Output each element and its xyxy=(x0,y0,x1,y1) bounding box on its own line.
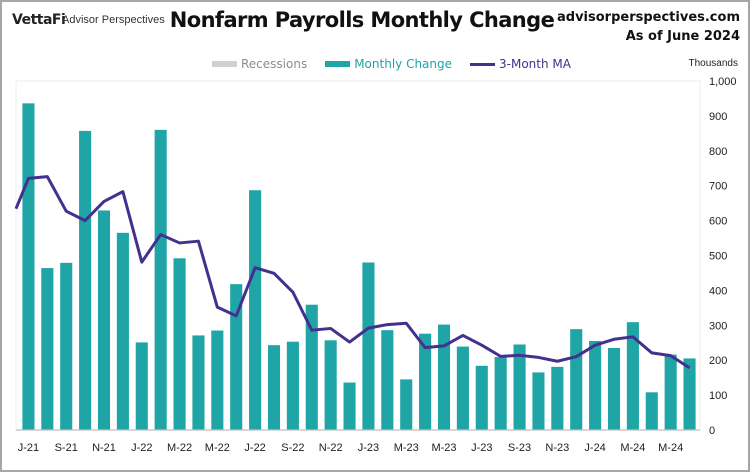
y-tick-label: 0 xyxy=(709,425,715,437)
bar-Oct-23 xyxy=(532,372,545,430)
source-info: advisorperspectives.com As of June 2024 xyxy=(557,8,740,46)
bar-Dec-23 xyxy=(570,329,583,430)
bar-Oct-21 xyxy=(79,130,92,430)
bar-Mar-23 xyxy=(400,379,413,430)
y-tick-label: 900 xyxy=(709,111,727,123)
bar-Oct-22 xyxy=(305,304,318,430)
legend-label-recessions: Recessions xyxy=(241,57,308,71)
x-tick-label: J-23 xyxy=(358,442,379,454)
bar-Aug-21 xyxy=(41,268,54,430)
x-tick-label: M-24 xyxy=(620,442,645,454)
bar-Nov-21 xyxy=(97,210,111,430)
bar-Mar-22 xyxy=(173,258,186,430)
x-tick-label: M-24 xyxy=(658,442,683,454)
x-tick-label: N-21 xyxy=(92,442,116,454)
bar-Feb-24 xyxy=(607,347,621,430)
bar-Apr-24 xyxy=(645,392,658,430)
vettafi-logo: VettaFi xyxy=(12,12,66,28)
bar-Jul-23 xyxy=(475,365,488,430)
bar-Jun-23 xyxy=(456,346,469,430)
legend-item-recessions[interactable]: Recessions xyxy=(212,57,307,71)
bar-Jan-24 xyxy=(589,341,602,430)
bar-Jul-22 xyxy=(249,190,262,430)
bar-Nov-22 xyxy=(324,340,337,430)
bar-Aug-23 xyxy=(494,357,507,430)
bar-Sep-23 xyxy=(513,344,526,430)
x-tick-label: M-22 xyxy=(205,442,230,454)
x-tick-label: J-24 xyxy=(584,442,605,454)
bar-Sep-21 xyxy=(60,262,73,430)
x-tick-label: J-22 xyxy=(131,442,152,454)
y-tick-label: 400 xyxy=(709,285,727,297)
bar-Jan-23 xyxy=(362,262,375,430)
y-tick-label: 300 xyxy=(709,320,727,332)
x-tick-label: J-22 xyxy=(244,442,265,454)
bar-Dec-21 xyxy=(116,232,129,430)
bar-Feb-22 xyxy=(154,129,167,431)
y-tick-label: 700 xyxy=(709,181,727,193)
bar-May-23 xyxy=(437,324,451,430)
as-of-date: As of June 2024 xyxy=(625,29,740,44)
bar-Aug-22 xyxy=(267,345,281,430)
bar-Apr-23 xyxy=(419,333,432,430)
units-label: Thousands xyxy=(688,58,738,69)
x-tick-label: M-23 xyxy=(431,442,456,454)
legend-item-monthly-change[interactable]: Monthly Change xyxy=(325,57,452,71)
bar-Mar-24 xyxy=(626,322,639,430)
bar-Feb-23 xyxy=(381,330,394,430)
x-axis-ticks: J-21 S-21 N-21 J-22 M-22 M-22 J-22 S-22 N-22 J-23… xyxy=(18,442,683,454)
y-axis-ticks: 0 100 200 300 400 500 600 700 800 900 1,000 xyxy=(709,76,737,437)
bar-May-24 xyxy=(664,354,677,430)
bar-Apr-22 xyxy=(192,335,205,430)
bar-Jun-24 xyxy=(683,358,696,430)
recessions-swatch xyxy=(212,61,237,67)
bar-Nov-23 xyxy=(551,366,564,430)
y-tick-label: 200 xyxy=(709,355,727,367)
bars-group xyxy=(22,103,696,431)
chart-title: Nonfarm Payrolls Monthly Change xyxy=(169,8,555,32)
legend-label-3-month-ma: 3-Month MA xyxy=(499,57,571,71)
x-tick-label: S-21 xyxy=(55,442,78,454)
bar-Dec-22 xyxy=(343,382,356,430)
monthly-change-swatch xyxy=(325,61,351,67)
x-tick-label: S-22 xyxy=(281,442,304,454)
site-url: advisorperspectives.com xyxy=(556,10,740,25)
x-tick-label: J-21 xyxy=(18,442,39,454)
brand-name: Advisor Perspectives xyxy=(62,14,165,26)
y-tick-label: 800 xyxy=(709,146,727,158)
x-tick-label: N-22 xyxy=(319,442,343,454)
bar-Jun-22 xyxy=(230,284,243,430)
x-tick-label: N-23 xyxy=(545,442,569,454)
y-tick-label: 100 xyxy=(709,390,727,402)
legend: Recessions Monthly Change 3-Month MA xyxy=(212,56,589,72)
y-tick-label: 600 xyxy=(709,216,727,228)
y-tick-label: 1,000 xyxy=(709,76,737,88)
bar-May-22 xyxy=(211,330,224,430)
bar-Jan-22 xyxy=(135,342,148,430)
x-tick-label: M-22 xyxy=(167,442,192,454)
legend-item-3-month-ma[interactable]: 3-Month MA xyxy=(470,57,571,71)
x-tick-label: M-23 xyxy=(394,442,419,454)
3-month-ma-swatch xyxy=(470,62,496,66)
y-tick-label: 500 xyxy=(709,251,727,263)
x-tick-label: J-23 xyxy=(471,442,492,454)
x-tick-label: S-23 xyxy=(508,442,531,454)
bar-Sep-22 xyxy=(286,341,299,430)
legend-label-monthly-change: Monthly Change xyxy=(354,57,453,71)
3-month-ma-line xyxy=(14,175,691,370)
bar-Jul-21 xyxy=(22,103,35,430)
